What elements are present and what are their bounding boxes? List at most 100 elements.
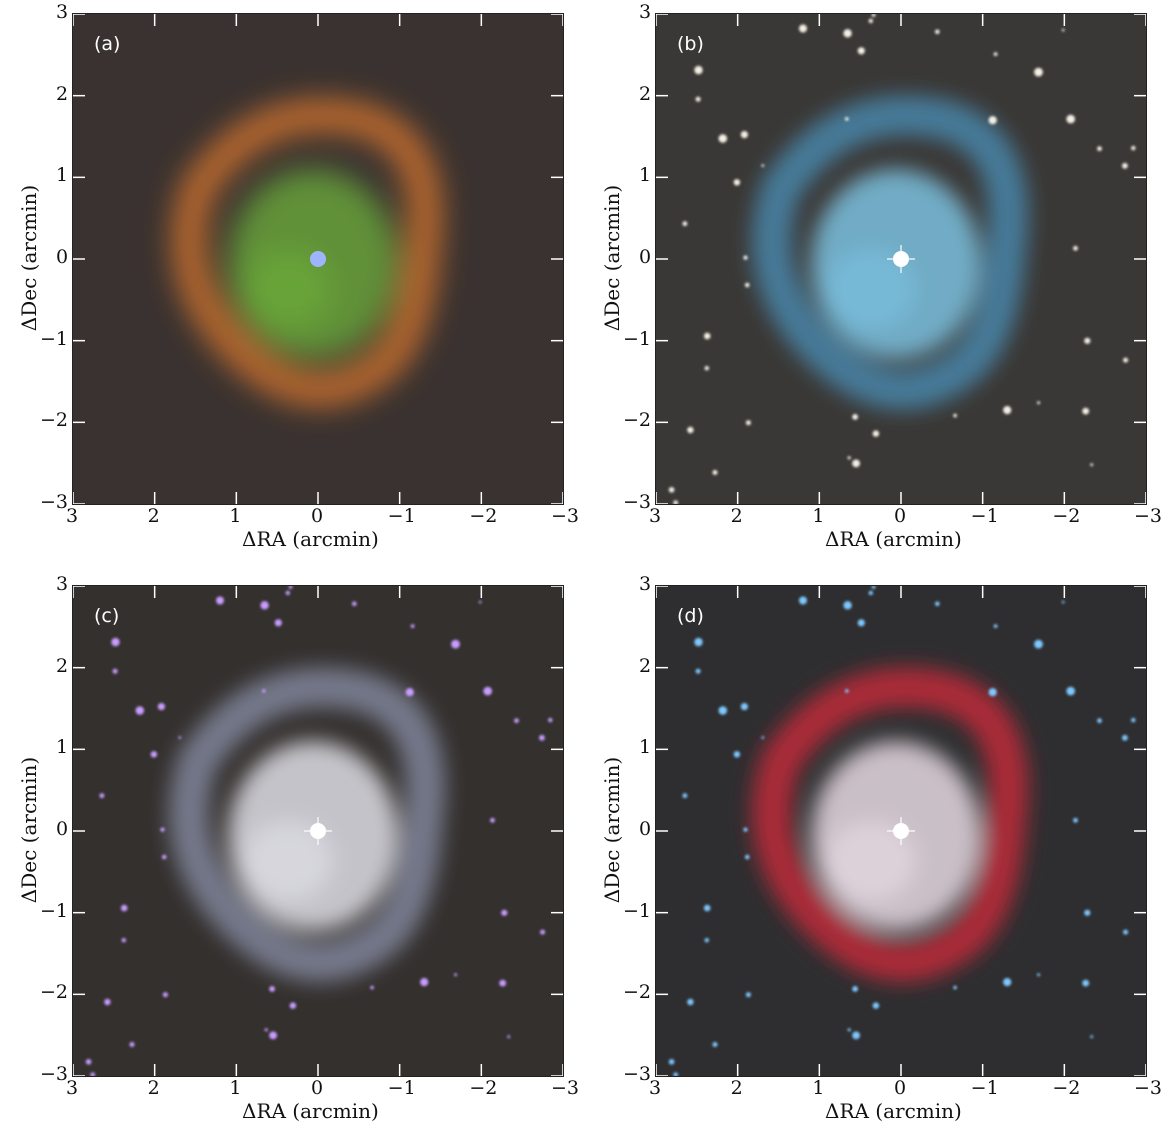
y-tick-label: −2 — [40, 409, 69, 432]
field-star — [1131, 717, 1136, 723]
field-star — [993, 624, 998, 628]
field-star — [1097, 718, 1102, 724]
x-tick-label: −2 — [469, 505, 498, 527]
field-star — [483, 686, 493, 696]
field-star — [872, 1002, 880, 1009]
field-star — [868, 590, 873, 596]
x-tick-label: −1 — [970, 1077, 999, 1099]
field-star — [135, 706, 145, 715]
field-star — [420, 978, 429, 987]
field-star — [540, 929, 546, 935]
field-star — [843, 29, 852, 38]
nebula-image — [73, 586, 563, 1076]
field-star — [703, 904, 711, 912]
field-star — [703, 332, 711, 340]
field-star — [761, 736, 765, 739]
field-star — [845, 117, 849, 121]
field-star — [935, 29, 940, 35]
image-panel-c — [72, 585, 564, 1077]
field-star — [743, 827, 748, 832]
field-star — [761, 164, 765, 167]
field-star — [405, 688, 414, 697]
y-axis-title: ΔDec (arcmin) — [17, 756, 41, 904]
field-star — [852, 459, 860, 468]
field-star — [162, 992, 168, 998]
field-star — [712, 470, 718, 475]
x-tick-label: 3 — [66, 1077, 79, 1099]
field-star — [745, 420, 751, 426]
field-star — [285, 590, 290, 596]
y-tick-label: −2 — [40, 981, 69, 1004]
field-star — [852, 1031, 860, 1040]
x-tick-label: 1 — [229, 505, 242, 527]
field-star — [274, 619, 282, 627]
field-star — [1061, 600, 1065, 604]
field-star — [161, 854, 167, 860]
field-star — [1003, 406, 1012, 415]
field-star — [733, 179, 741, 186]
x-tick-label: −3 — [551, 1077, 580, 1099]
field-star — [745, 992, 751, 998]
field-star — [935, 601, 940, 607]
field-star — [1003, 978, 1012, 987]
y-tick-label: −3 — [623, 491, 652, 513]
field-star — [370, 985, 374, 990]
field-star — [150, 751, 158, 758]
x-tick-label: 3 — [649, 1077, 662, 1099]
field-star — [718, 706, 728, 715]
central-star — [310, 251, 326, 267]
field-star — [1037, 401, 1041, 405]
y-tick-label: 1 — [639, 736, 652, 759]
field-star — [216, 596, 224, 605]
field-star — [104, 998, 111, 1006]
field-star — [288, 586, 293, 589]
field-star — [1066, 686, 1075, 696]
field-star — [507, 1035, 511, 1039]
field-star — [1034, 67, 1043, 77]
field-star — [744, 282, 750, 288]
field-star — [1037, 973, 1041, 977]
field-star — [718, 134, 728, 143]
field-star — [1034, 639, 1043, 649]
field-star — [1084, 909, 1091, 916]
y-tick-label: −1 — [623, 899, 652, 922]
x-tick-label: −2 — [469, 1077, 498, 1099]
x-tick-label: −2 — [1052, 1077, 1081, 1099]
field-star — [121, 938, 126, 943]
field-star — [852, 414, 858, 420]
field-star — [847, 1028, 851, 1032]
y-tick-label: −2 — [623, 409, 652, 432]
field-star — [478, 600, 482, 604]
field-star — [451, 639, 460, 649]
field-star — [160, 827, 165, 832]
y-tick-label: 0 — [56, 818, 69, 840]
field-star — [1090, 1035, 1094, 1039]
x-tick-label: 1 — [229, 1077, 242, 1099]
panel-label: (d) — [677, 605, 704, 627]
field-star — [988, 116, 997, 125]
field-star — [1097, 146, 1102, 152]
field-star — [704, 366, 709, 371]
y-tick-label: 3 — [639, 1, 652, 23]
y-axis-title: ΔDec (arcmin) — [600, 184, 624, 332]
y-tick-label: −1 — [40, 899, 69, 922]
field-star — [743, 255, 748, 260]
x-tick-label: 2 — [147, 505, 160, 527]
nebula-image — [73, 14, 563, 504]
y-tick-label: 1 — [639, 164, 652, 187]
field-star — [988, 688, 997, 697]
y-tick-label: 0 — [639, 818, 652, 840]
field-star — [90, 1072, 96, 1076]
image-panel-b — [655, 13, 1147, 505]
field-star — [744, 854, 750, 860]
field-star — [1122, 734, 1128, 741]
x-tick-label: 0 — [311, 505, 324, 527]
field-star — [352, 601, 357, 607]
x-tick-label: −3 — [551, 505, 580, 527]
y-tick-label: 2 — [639, 654, 652, 677]
x-axis-title: ΔRA (arcmin) — [242, 527, 379, 551]
x-tick-label: 3 — [66, 505, 79, 527]
field-star — [953, 413, 957, 418]
field-star — [668, 1059, 675, 1065]
field-star — [1084, 337, 1091, 344]
